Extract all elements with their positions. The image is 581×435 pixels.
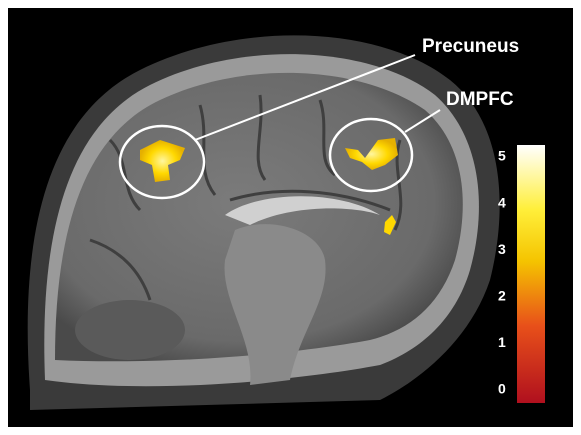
figure: Precuneus DMPFC 5 4 3 2 1 0 [0, 0, 581, 435]
tick-label: 1 [498, 334, 506, 350]
cerebellum [75, 300, 185, 360]
tick-label: 3 [498, 241, 506, 257]
region-label: DMPFC [446, 89, 514, 110]
region-label: Precuneus [422, 36, 519, 57]
tick-label: 5 [498, 148, 506, 164]
tick-label: 4 [498, 194, 506, 210]
colorbar [517, 145, 545, 403]
tick-label: 2 [498, 288, 506, 304]
tick-label: 0 [498, 381, 506, 397]
